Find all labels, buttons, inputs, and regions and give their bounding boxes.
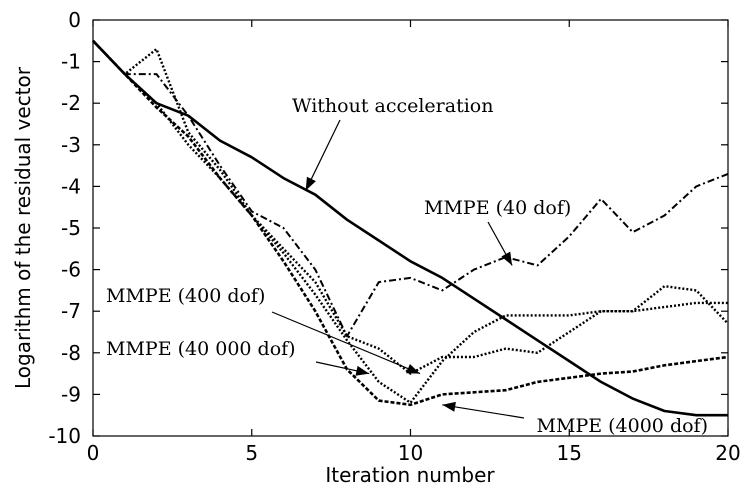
y-tick-label: -5 <box>61 216 81 240</box>
annotation-arrow-head <box>406 364 420 374</box>
x-axis-label: Iteration number <box>325 463 495 487</box>
annotation-arrow-head <box>355 365 370 376</box>
y-tick-label: -3 <box>61 133 81 157</box>
x-tick-label: 15 <box>557 441 582 465</box>
annotation-mmpe-400-dof: MMPE (400 dof) <box>106 285 265 307</box>
annotation-arrow-line <box>271 311 421 375</box>
annotation-arrow-head <box>442 401 456 412</box>
x-tick-label: 0 <box>87 441 100 465</box>
annotation-arrow-head <box>305 176 316 191</box>
series-line-mmpe-400-dof <box>92 39 729 375</box>
y-tick-label: -2 <box>61 91 81 115</box>
annotation-arrows <box>271 119 525 419</box>
y-tick-label: -7 <box>61 299 81 323</box>
annotation-without-acceleration: Without acceleration <box>292 95 493 117</box>
series-line-mmpe-40-000-dof <box>92 39 729 407</box>
annotation-mmpe-40-dof: MMPE (40 dof) <box>424 197 571 219</box>
annotation-arrow-head <box>501 251 513 266</box>
y-axis-label: Logarithm of the residual vector <box>11 66 35 389</box>
x-tick-label: 20 <box>715 441 740 465</box>
annotation-arrow-line <box>305 119 341 191</box>
y-tick-label: 0 <box>68 8 81 32</box>
x-tick-label: 10 <box>398 441 423 465</box>
y-tick-label: -9 <box>61 382 81 406</box>
x-tick-label: 5 <box>245 441 258 465</box>
y-tick-label: -1 <box>61 50 81 74</box>
y-tick-label: -6 <box>61 258 81 282</box>
tick-labels: 0 5 10 15 20 0 -1 -2 -3 -4 -5 -6 -7 -8 -9 -10 <box>48 8 740 465</box>
y-tick-label: -10 <box>48 424 81 448</box>
annotation-texts: Without acceleration MMPE (40 dof) MMPE (4… <box>106 95 708 437</box>
series-lines <box>92 39 729 417</box>
series-line-mmpe-4000-dof <box>92 39 728 404</box>
series-line-mmpe-40-dof <box>92 40 729 338</box>
annotation-mmpe-40-000-dof: MMPE (40 000 dof) <box>106 338 296 360</box>
annotation-arrow-line <box>442 404 525 419</box>
y-tick-label: -8 <box>61 341 81 365</box>
series-line-without-acceleration <box>92 39 728 417</box>
annotation-mmpe-4000-dof: MMPE (4000 dof) <box>537 415 708 437</box>
axis-ticks <box>92 19 729 437</box>
y-tick-label: -4 <box>61 174 81 198</box>
